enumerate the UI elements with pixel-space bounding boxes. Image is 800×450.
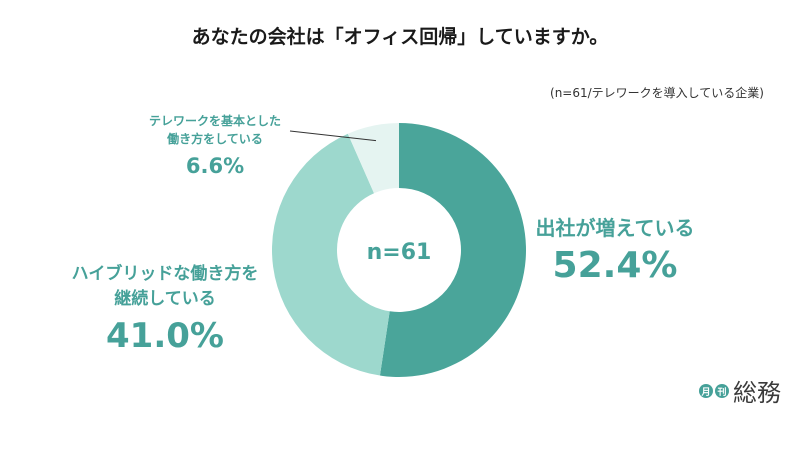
label-office-increase: 出社が増えている 52.4% [500,212,730,286]
telework-leader-line [289,130,377,142]
slice-office-increase [379,123,526,377]
slice-telework [347,123,399,194]
label-hybrid: ハイブリッドな働き方を 継続している 41.0% [50,262,280,356]
label-telework-name-line1: テレワークを基本とした [148,114,281,128]
logo-badge-1 [699,384,713,398]
label-telework: テレワークを基本とした 働き方をしている 6.6% [125,112,305,178]
logo-badge-2 [715,384,729,398]
sample-note: (n=61/テレワークを導入している企業) [550,86,764,100]
chart-title: あなたの会社は「オフィス回帰」していますか。 [191,26,609,48]
logo-badge-2-text: 刊 [717,386,726,398]
label-hybrid-name-line1: ハイブリッドな働き方を [71,264,259,284]
label-hybrid-name-line2: 継続している [114,289,216,309]
center-label: n=61 [367,240,432,265]
logo-name: 総務 [733,379,781,407]
label-telework-value: 6.6% [185,154,245,178]
slice-hybrid [272,133,390,376]
gekkan-somu-logo: 月 刊 総務 [699,379,781,407]
label-hybrid-value: 41.0% [106,316,224,356]
label-office-value: 52.4% [552,245,678,286]
label-telework-name-line2: 働き方をしている [167,132,263,146]
logo-badge-1-text: 月 [700,387,710,398]
label-office-name: 出社が増えている [535,216,695,240]
